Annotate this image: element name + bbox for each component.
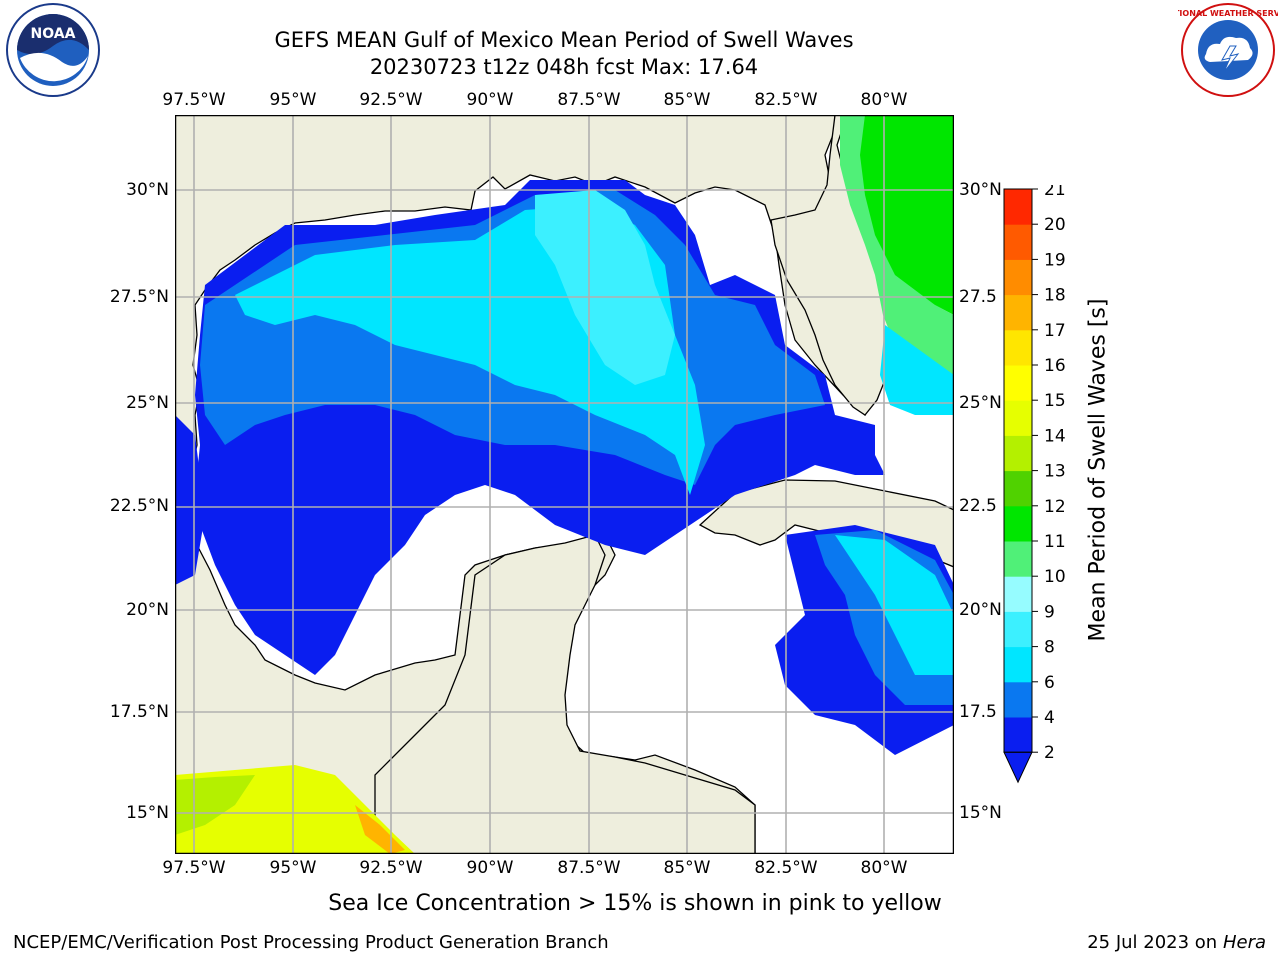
colorbar-tick-label: 13 [1044,462,1066,482]
lat-label-right: 20°N [959,600,1002,620]
swell-field [175,115,954,854]
lon-label-top: 92.5°W [359,90,423,110]
lon-label-bottom: 80°W [860,858,908,878]
colorbar-segment [1004,470,1032,507]
footer-host: Hera [1222,932,1266,953]
lat-label-left: 25°N [126,393,169,413]
lon-label-top: 85°W [663,90,711,110]
colorbar-tick-label: 15 [1044,391,1066,411]
colorbar-tick-label: 11 [1044,532,1066,552]
noaa-logo: NOAA [2,2,104,98]
colorbar-segment [1004,717,1032,753]
swell-period-map [175,115,954,854]
colorbar-segment [1004,541,1032,577]
colorbar-segment [1004,576,1032,612]
colorbar-segment [1004,294,1032,331]
footer-right: 25 Jul 2023 on Hera [1087,932,1266,953]
lat-label-right: 22.5 [959,496,997,516]
colorbar-tick-label: 12 [1044,497,1066,517]
land-yucatan [374,534,756,854]
colorbar-extend-arrow [1003,751,1033,784]
colorbar: 2 4 6 8 9 10 11 12 13 14 15 16 17 18 19 20 21 [1003,185,1066,784]
colorbar-tick-label: 18 [1044,286,1066,306]
svg-text:NOAA: NOAA [31,26,76,42]
graticule [175,115,954,854]
lat-label-left: 20°N [126,600,169,620]
colorbar-segment [1004,259,1032,296]
colorbar-segment [1004,329,1032,366]
lon-label-bottom: 82.5°W [754,858,818,878]
footer-left: NCEP/EMC/Verification Post Processing Pr… [13,932,609,953]
colorbar-tick-label: 8 [1044,638,1055,658]
lon-label-top: 97.5°W [162,90,226,110]
lat-label-left: 15°N [126,803,169,823]
lon-label-bottom: 95°W [269,858,317,878]
colorbar-segment [1004,681,1032,718]
lon-label-top: 95°W [269,90,317,110]
lon-label-top: 82.5°W [754,90,818,110]
footer-date: 25 Jul 2023 on [1087,932,1223,953]
colorbar-label: Mean Period of Swell Waves [s] [1085,298,1111,642]
colorbar-segment [1004,611,1032,648]
lon-label-top: 87.5°W [557,90,621,110]
lon-label-top: 80°W [860,90,908,110]
lat-label-right: 25°N [959,393,1002,413]
colorbar-segment [1004,646,1032,683]
colorbar-tick-label: 19 [1044,250,1066,270]
colorbar-tick-label: 14 [1044,426,1066,446]
colorbar-tick-label: 17 [1044,321,1066,341]
lat-label-right: 17.5 [959,702,997,722]
colorbar-tick-label: 9 [1044,602,1055,622]
colorbar-segment [1004,505,1032,542]
colorbar-tick-label: 20 [1044,215,1066,235]
colorbar-segment [1004,189,1032,225]
colorbar-tick-label: 4 [1044,708,1055,728]
title-line-2: 20230723 t12z 048h fcst Max: 17.64 [369,55,759,79]
colorbar-tick-label: 21 [1044,185,1066,200]
lat-label-right: 15°N [959,803,1002,823]
colorbar-segment [1004,400,1032,436]
lat-label-right: 30°N [959,180,1002,200]
sea-ice-note: Sea Ice Concentration > 15% is shown in … [328,891,942,916]
lon-label-bottom: 87.5°W [557,858,621,878]
lat-label-right: 27.5 [959,287,997,307]
colorbar-tick-label: 16 [1044,356,1066,376]
map-frame [175,115,954,854]
lat-label-left: 22.5°N [109,496,169,516]
lat-label-left: 30°N [126,180,169,200]
lat-label-left: 27.5°N [109,287,169,307]
lon-label-top: 90°W [466,90,514,110]
lon-label-bottom: 97.5°W [162,858,226,878]
lon-label-bottom: 85°W [663,858,711,878]
lon-label-bottom: 90°W [466,858,514,878]
svg-text:NATIONAL WEATHER SERVICE: NATIONAL WEATHER SERVICE [1178,9,1278,18]
colorbar-tick-label: 2 [1044,743,1055,763]
colorbar-segment [1004,224,1032,260]
colorbar-segment [1004,365,1032,401]
colorbar-segment [1004,435,1032,472]
lon-label-bottom: 92.5°W [359,858,423,878]
colorbar-tick-label: 6 [1044,673,1055,693]
nws-logo: NATIONAL WEATHER SERVICE [1162,2,1280,98]
title-line-1: GEFS MEAN Gulf of Mexico Mean Period of … [274,28,854,52]
lat-label-left: 17.5°N [109,702,169,722]
colorbar-tick-label: 10 [1044,567,1066,587]
